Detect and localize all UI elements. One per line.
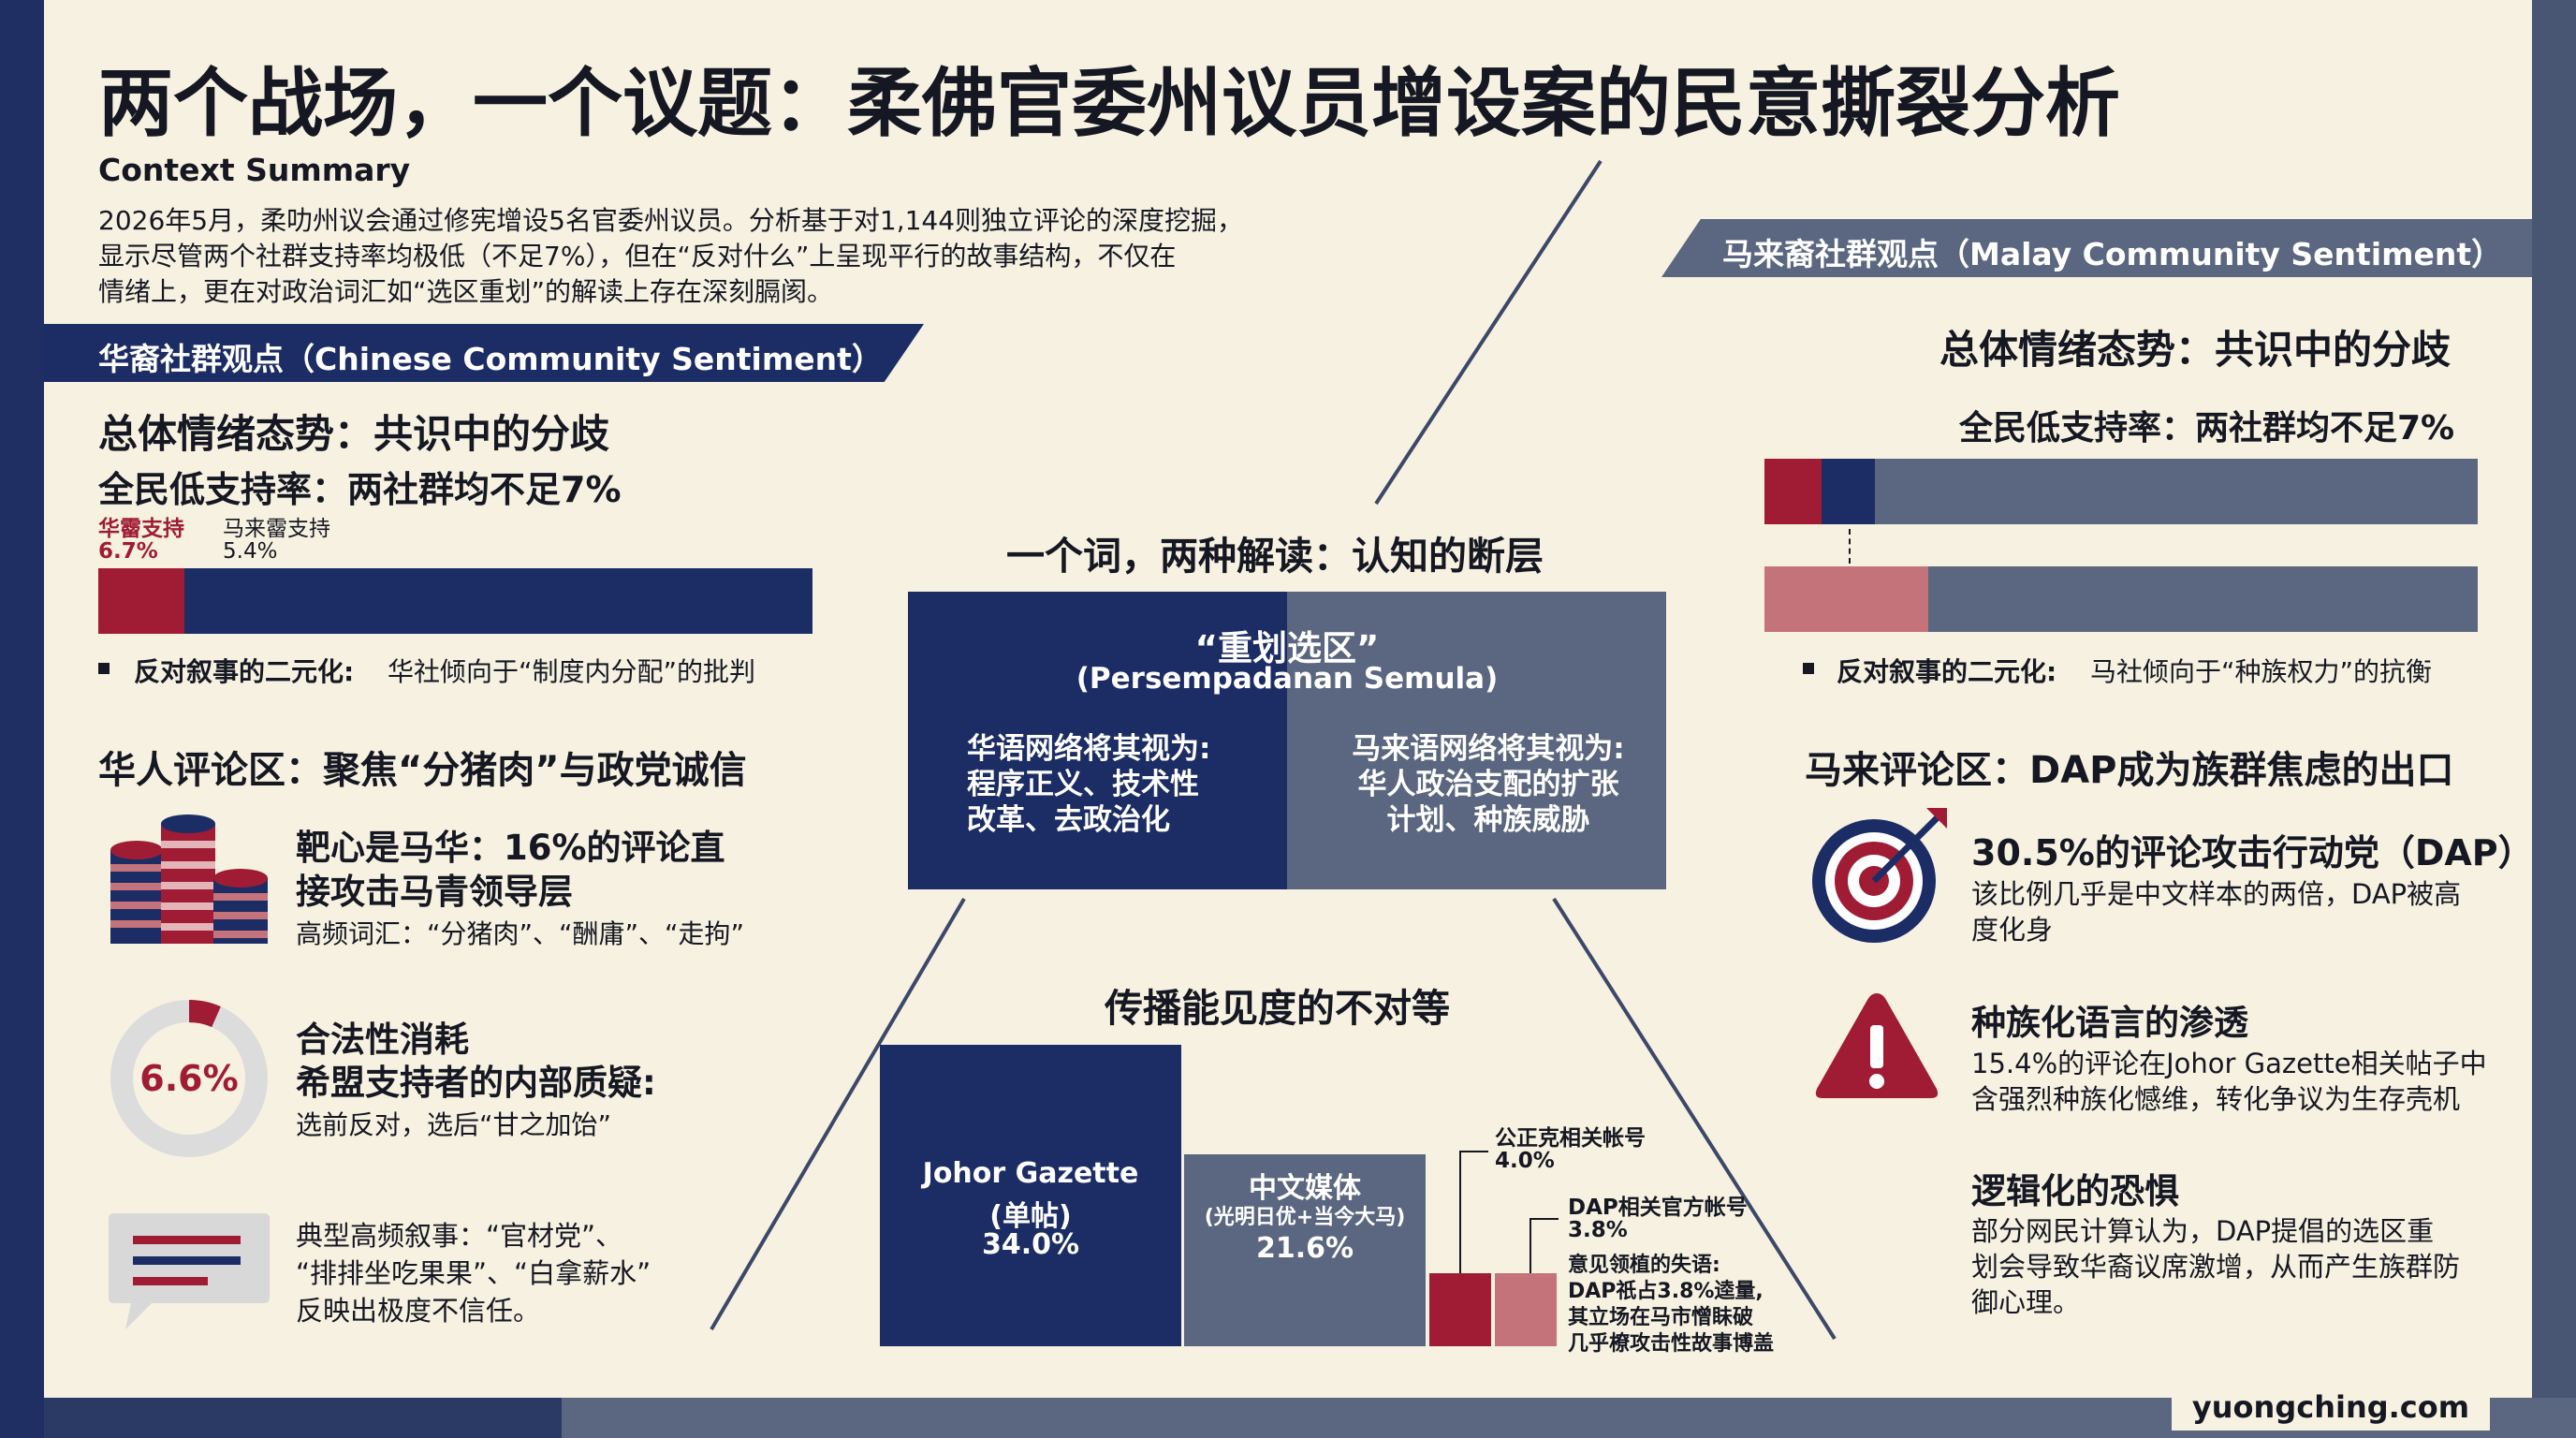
malay-item3-line-2: 划会导致华裔议席激增，从而产生族群防 — [1971, 1251, 2461, 1283]
cn-view-line-1: 华语网络将其视为: — [967, 732, 1211, 766]
bar-pkr-accounts — [1429, 1273, 1491, 1346]
chinese-item1-sub: 高频词汇：“分猪肉”、“酬庸”、“走拘” — [296, 918, 745, 949]
site-watermark[interactable]: yuongching.com — [2191, 1389, 2470, 1425]
dap-value: 3.8% — [1568, 1218, 1628, 1242]
target-icon — [1812, 808, 1947, 943]
chinese-ribbon-label: 华裔社群观点（Chinese Community Sentiment） — [98, 341, 883, 377]
chinese-comment-title: 华人评论区：聚焦“分猪肉”与政党诚信 — [98, 749, 747, 792]
leader-lines — [1459, 1151, 1559, 1273]
bar-media-name: 中文媒体 — [1249, 1172, 1361, 1205]
malay-item2-line-1: 15.4%的评论在Johor Gazette相关帖子中 — [1971, 1048, 2487, 1079]
malay-item3-line-3: 御心理。 — [1971, 1286, 2081, 1318]
chinese-sentiment-title: 总体情绪态势：共识中的分歧 — [98, 411, 610, 457]
malay-support-label: 马来霤支持 — [223, 517, 330, 541]
bar-media-sub: (光明日优+当今大马) — [1204, 1206, 1406, 1229]
chinese-support-label: 华霤支持 — [98, 517, 184, 541]
left-edge-stripe — [0, 0, 44, 1438]
ms-view-line-3: 计划、种族威胁 — [1386, 803, 1590, 837]
chinese-item2-title-1: 合法性消耗 — [296, 1020, 469, 1060]
chinese-item1-title-2: 接攻击马青领导层 — [296, 872, 573, 912]
pkr-value: 4.0% — [1495, 1149, 1555, 1173]
malay-item2-line-2: 含强烈种族化憾维，转化争议为生存壳机 — [1971, 1083, 2461, 1115]
malay-support-title: 全民低支持率：两社群均不足7% — [1959, 409, 2455, 448]
chinese-item3-line-3: 反映出极度不信任。 — [296, 1295, 541, 1327]
bar-connector — [1849, 529, 1851, 564]
bar-johor-gazette — [880, 1045, 1181, 1346]
donut-value: 6.6% — [139, 1058, 239, 1099]
dap-note-2: DAP祇占3.8%逵量, — [1568, 1280, 1764, 1303]
malay-ribbon — [1661, 219, 2532, 277]
interpretation-title: 一个词，两种解读：认知的断层 — [1006, 534, 1544, 579]
bullet-square — [98, 663, 110, 674]
malay-ribbon-label: 马来裔社群观点（Malay Community Sentiment） — [1722, 236, 2503, 272]
malay-item3-line-1: 部分网民计算认为，DAP提倡的选区重 — [1971, 1215, 2435, 1247]
dap-note-1: 意见领植的失语: — [1568, 1254, 1720, 1277]
dap-label: DAP相关官方帐号 — [1568, 1196, 1748, 1220]
context-heading: Context Summary — [98, 152, 411, 188]
cn-view-line-3: 改革、去政治化 — [967, 803, 1170, 837]
right-bar1-red — [1764, 459, 1822, 524]
malay-item2-title: 种族化语言的渗透 — [1971, 1003, 2248, 1043]
chinese-support-value: 6.7% — [98, 539, 158, 564]
malay-support-value: 5.4% — [223, 539, 278, 564]
chinese-item1-title-1: 靶心是马华：16%的评论直 — [296, 828, 725, 868]
speech-bubble-icon — [109, 1213, 270, 1329]
malay-bullet-label: 反对叙事的二元化: — [1837, 656, 2057, 687]
donut-arc — [110, 1000, 268, 1157]
watermark-plate — [2172, 1384, 2490, 1431]
spread-title: 传播能见度的不对等 — [1105, 986, 1450, 1031]
chinese-support-title: 全民低支持率：两社群均不足7% — [98, 469, 622, 510]
cn-view-line-2: 程序正义、技术性 — [967, 768, 1199, 801]
redistricting-term-malay: (Persempadanan Semula) — [1076, 662, 1499, 696]
pkr-label: 公正克相关帐号 — [1495, 1126, 1646, 1151]
donut-chart — [110, 1000, 268, 1157]
dap-note-3: 其立场在马市憎眛破 — [1568, 1306, 1754, 1329]
chinese-bullet-label: 反对叙事的二元化: — [134, 656, 355, 687]
malay-view-box — [1287, 592, 1666, 889]
redistricting-term: “重划选区” — [1194, 628, 1380, 668]
context-line-2: 显示尽管两个社群支持率均极低（不足7%），但在“反对什么”上呈现平行的故事结构，… — [98, 241, 1177, 271]
bar-media-value: 21.6% — [1255, 1232, 1354, 1265]
malay-item1-title: 30.5%的评论攻击行动党（DAP） — [1971, 832, 2534, 873]
page-title: 两个战场，一个议题：柔佛官委州议员增设案的民意撕裂分析 — [98, 60, 2120, 147]
malay-item1-line-1: 该比例几乎是中文样本的两倍，DAP被高 — [1971, 878, 2462, 910]
malay-sentiment-title: 总体情绪态势：共识中的分歧 — [1939, 327, 2452, 373]
left-support-bar-track — [98, 568, 812, 634]
bar-johor-sub: (单帖) — [989, 1200, 1072, 1233]
right-bar2-pink — [1764, 566, 1928, 632]
chinese-item3-line-1: 典型高频叙事：“官材党”、 — [296, 1220, 623, 1252]
ms-view-line-1: 马来语网络将其视为: — [1352, 732, 1625, 766]
malay-bullet-text: 马社倾向于“种族权力”的抗衡 — [2090, 656, 2433, 687]
right-bar1-track — [1764, 459, 2478, 524]
bar-chinese-media — [1184, 1154, 1426, 1346]
right-edge-stripe — [2532, 0, 2576, 1438]
bar-dap-accounts — [1495, 1273, 1557, 1346]
chinese-item2-sub: 选前反对，选后“甘之加饴” — [296, 1109, 612, 1140]
bullet-square-right — [1803, 663, 1814, 674]
chinese-ribbon — [44, 324, 924, 382]
malay-item1-line-2: 度化身 — [1971, 914, 2054, 946]
chinese-item2-title-2: 希盟支持者的内部质疑: — [296, 1063, 656, 1103]
right-bar1-navy — [1822, 459, 1875, 524]
left-support-bar-fill — [98, 568, 184, 634]
context-line-1: 2026年5月，柔叻州议会通过修宪增设5名官委州议员。分析基于对1,144则独立… — [98, 205, 1244, 236]
coin-stacks-icon — [110, 814, 268, 944]
chinese-item3-line-2: “排排坐吃果果”、“白拿薪水” — [296, 1257, 651, 1289]
context-line-3: 情绪上，更在对政治词汇如“选区重划”的解读上存在深刻膈阂。 — [98, 276, 834, 307]
chinese-bullet-text: 华社倾向于“制度内分配”的批判 — [388, 656, 756, 687]
chinese-view-box — [908, 592, 1287, 889]
warning-icon — [1815, 993, 1939, 1098]
malay-comment-title: 马来评论区：DAP成为族群焦虑的出口 — [1805, 749, 2454, 792]
malay-item3-title: 逻辑化的恐惧 — [1971, 1171, 2179, 1211]
ms-view-line-2: 华人政治支配的扩张 — [1357, 768, 1619, 801]
bar-johor-value: 34.0% — [981, 1228, 1080, 1261]
bar-johor-name: Johor Gazette — [922, 1157, 1139, 1190]
dap-note-4: 几乎橑攻击性故事博盖 — [1568, 1332, 1775, 1356]
